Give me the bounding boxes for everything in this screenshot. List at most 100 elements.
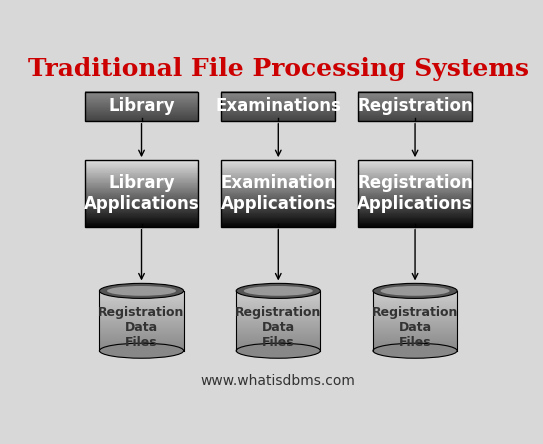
Bar [358,96,472,97]
Text: Traditional File Processing Systems: Traditional File Processing Systems [28,57,529,81]
Bar [85,169,198,170]
Bar [358,161,472,162]
Bar [358,177,472,178]
Bar [373,320,457,321]
Bar [222,164,335,165]
Bar [222,112,335,113]
Bar [358,165,472,166]
Text: Registration
Data
Files: Registration Data Files [235,306,321,349]
Bar [358,166,472,168]
Bar [236,323,320,325]
Bar [222,206,335,208]
Bar [358,176,472,178]
Bar [222,214,335,215]
Bar [358,186,472,188]
Bar [358,192,472,194]
Bar [85,209,198,210]
Bar [222,98,335,99]
Bar [222,107,335,108]
Bar [373,304,457,305]
Bar [222,97,335,98]
Bar [222,162,335,163]
Bar [222,95,335,96]
Bar [236,337,320,338]
Bar [99,296,184,297]
Bar [358,97,472,98]
Bar [222,184,335,185]
Bar [373,301,457,303]
Bar [222,209,335,210]
Bar [85,190,198,192]
Bar [222,174,335,175]
Bar [85,104,198,105]
Bar [85,210,198,212]
Bar [85,220,198,221]
Bar [373,301,457,302]
Bar [85,173,198,174]
Bar [222,160,335,161]
Bar [236,325,320,326]
Bar [373,317,457,318]
Ellipse shape [107,286,176,296]
Bar [85,102,198,103]
Bar [99,297,184,299]
Bar [358,162,472,163]
Bar [222,111,335,112]
Bar [373,325,457,327]
Bar [222,95,335,96]
Bar [99,329,184,330]
Bar [85,216,198,218]
Bar [358,115,472,116]
Bar [358,92,472,93]
Bar [222,165,335,166]
Ellipse shape [99,343,184,358]
Ellipse shape [236,343,320,358]
Bar [222,116,335,117]
Bar [99,293,184,295]
Bar [85,93,198,94]
Bar [85,100,198,101]
Bar [358,115,472,116]
Bar [236,334,320,336]
Bar [99,317,184,318]
Bar [222,102,335,103]
Bar [222,94,335,95]
Bar [222,213,335,214]
Bar [85,98,198,99]
Bar [373,293,457,294]
Bar [373,346,457,348]
Bar [358,191,472,193]
Bar [358,174,472,175]
Bar [358,196,472,198]
Bar [222,226,335,227]
Bar [85,119,198,120]
Bar [85,95,198,96]
Bar [358,110,472,111]
Bar [358,202,472,203]
Bar [85,170,198,172]
Bar [373,321,457,323]
Bar [358,215,472,216]
Bar [99,333,184,335]
Bar [358,107,472,108]
Bar [222,208,335,209]
Bar [222,105,335,106]
Bar [222,113,335,114]
Bar [236,347,320,349]
Bar [358,206,472,207]
Bar [236,310,320,312]
Bar [236,314,320,316]
Bar [358,204,472,205]
Bar [85,196,198,197]
Bar [358,181,472,182]
Bar [222,109,335,110]
Bar [236,320,320,321]
Bar [85,199,198,200]
Bar [99,321,184,322]
Bar [373,325,457,326]
Bar [222,202,335,203]
Bar [358,162,472,163]
Bar [85,195,198,196]
Bar [222,103,335,104]
Bar [222,104,335,105]
